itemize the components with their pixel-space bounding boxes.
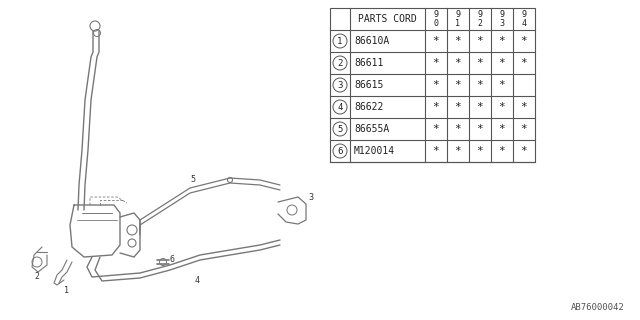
- Text: 9
1: 9 1: [456, 10, 461, 28]
- Text: 3: 3: [337, 81, 342, 90]
- Text: 5: 5: [190, 175, 195, 184]
- Text: *: *: [477, 80, 483, 90]
- Text: *: *: [454, 58, 461, 68]
- Text: M120014: M120014: [354, 146, 395, 156]
- Text: *: *: [433, 146, 440, 156]
- Text: *: *: [454, 146, 461, 156]
- Text: AB76000042: AB76000042: [572, 303, 625, 312]
- Text: *: *: [520, 102, 527, 112]
- Text: 1: 1: [64, 286, 69, 295]
- Text: 2: 2: [34, 272, 39, 281]
- Text: *: *: [499, 80, 506, 90]
- Text: 86611: 86611: [354, 58, 383, 68]
- Text: 3: 3: [308, 193, 313, 202]
- Text: *: *: [477, 146, 483, 156]
- Text: *: *: [520, 124, 527, 134]
- Text: *: *: [520, 58, 527, 68]
- Text: 2: 2: [337, 59, 342, 68]
- Text: 4: 4: [337, 102, 342, 111]
- Text: 6: 6: [337, 147, 342, 156]
- Text: 9
4: 9 4: [522, 10, 527, 28]
- Text: 9
0: 9 0: [433, 10, 438, 28]
- Text: *: *: [520, 146, 527, 156]
- Text: *: *: [499, 102, 506, 112]
- Text: 86622: 86622: [354, 102, 383, 112]
- Text: *: *: [433, 124, 440, 134]
- Text: *: *: [477, 124, 483, 134]
- Text: *: *: [477, 58, 483, 68]
- Text: *: *: [499, 36, 506, 46]
- Text: *: *: [520, 36, 527, 46]
- Text: 4: 4: [195, 276, 200, 285]
- Text: *: *: [454, 124, 461, 134]
- Text: *: *: [454, 80, 461, 90]
- Text: *: *: [454, 36, 461, 46]
- Text: *: *: [433, 58, 440, 68]
- Text: 86610A: 86610A: [354, 36, 389, 46]
- Text: 1: 1: [337, 36, 342, 45]
- Text: *: *: [433, 102, 440, 112]
- Text: 5: 5: [337, 124, 342, 133]
- Text: 6: 6: [170, 255, 175, 264]
- Text: *: *: [433, 36, 440, 46]
- Text: *: *: [499, 58, 506, 68]
- Text: *: *: [499, 124, 506, 134]
- Text: *: *: [433, 80, 440, 90]
- Text: *: *: [477, 102, 483, 112]
- Text: 86615: 86615: [354, 80, 383, 90]
- Text: 9
2: 9 2: [477, 10, 483, 28]
- Text: *: *: [477, 36, 483, 46]
- Bar: [330, 8, 535, 162]
- Text: 86655A: 86655A: [354, 124, 389, 134]
- Text: 9
3: 9 3: [499, 10, 504, 28]
- Text: *: *: [454, 102, 461, 112]
- Text: *: *: [499, 146, 506, 156]
- Text: PARTS CORD: PARTS CORD: [358, 14, 417, 24]
